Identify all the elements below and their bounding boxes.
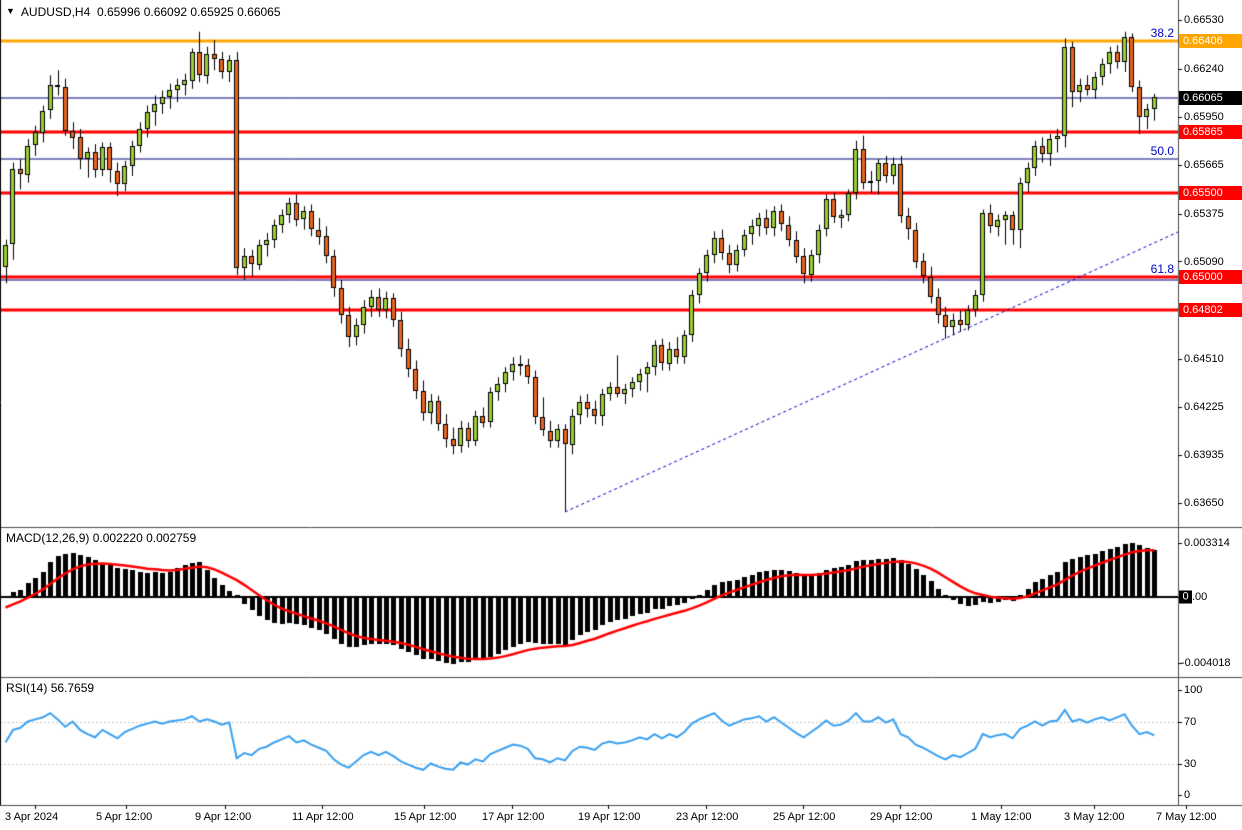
time-axis-label: 5 Apr 12:00 [96,811,153,823]
time-axis-label: 29 Apr 12:00 [870,811,933,823]
time-axis-label: 1 May 12:00 [971,811,1032,823]
time-axis-label: 3 Apr 2024 [5,811,59,823]
fib-level-label: 61.8 [1150,262,1174,276]
symbol-period-label: AUDUSD,H4 [20,5,91,19]
price-badge: 0.64802 [1179,302,1242,317]
price-badge: 0.66406 [1179,33,1242,48]
rsi-label: RSI(14) [6,681,48,695]
rsi-tick-label: 0 [1184,789,1191,801]
ohlc-low: 0.65925 [190,5,234,19]
fib-level-label: 50.0 [1150,144,1174,158]
time-axis-label: 23 Apr 12:00 [676,811,739,823]
price-badge: 0.66065 [1179,90,1242,105]
macd-label: MACD(12,26,9) [6,531,90,545]
time-axis-label: 9 Apr 12:00 [195,811,252,823]
price-tick-label: 0.64510 [1184,352,1224,365]
price-tick-label: 0.63650 [1184,497,1224,509]
time-axis-label: 15 Apr 12:00 [394,811,457,823]
price-tick-label: 0.64225 [1184,400,1224,413]
time-axis-label: 17 Apr 12:00 [482,811,545,823]
price-tick-label: 0.66240 [1184,62,1224,75]
rsi-panel-title: RSI(14) 56.7659 [6,681,94,695]
ohlc-close: 0.66065 [237,5,281,19]
price-tick-label: 0.63935 [1184,449,1224,462]
price-tick-label: 0.65090 [1184,255,1224,268]
price-tick-label: 0.66530 [1184,14,1224,26]
time-axis-label: 7 May 12:00 [1156,811,1217,823]
price-tick-label: 0.65950 [1184,111,1224,124]
rsi-tick-label: 70 [1184,715,1197,728]
price-tick-label: 0.65375 [1184,207,1224,220]
ohlc-open: 0.65996 [96,5,141,19]
ohlc-high: 0.66092 [143,5,188,19]
time-axis-label: 3 May 12:00 [1064,811,1125,823]
macd-max-label: 0.003314 [1184,537,1230,549]
price-badge: 0.65000 [1179,269,1242,284]
time-axis-label: 11 Apr 12:00 [292,811,354,823]
symbol-dropdown-icon[interactable]: ▼ [6,6,15,16]
time-axis-label: 25 Apr 12:00 [773,811,836,823]
chart-title: ▼ AUDUSD,H4 0.65996 0.66092 0.65925 0.660… [6,4,281,19]
macd-current-values: 0.002220 0.002759 [92,531,197,545]
macd-zero-badge: 0 [1179,590,1192,604]
price-badge: 0.65500 [1179,185,1242,200]
macd-zero-label: .00 [1192,591,1208,603]
rsi-tick-label: 100 [1184,684,1203,696]
macd-min-label: -0.004018 [1181,657,1231,669]
macd-panel-title: MACD(12,26,9) 0.002220 0.002759 [6,531,196,545]
fib-level-label: 38.2 [1150,26,1174,40]
time-axis-label: 19 Apr 12:00 [578,811,641,823]
rsi-current-value: 56.7659 [50,681,95,695]
rsi-tick-label: 30 [1184,757,1197,770]
price-tick-label: 0.65665 [1184,159,1224,172]
price-badge: 0.65865 [1179,124,1242,139]
